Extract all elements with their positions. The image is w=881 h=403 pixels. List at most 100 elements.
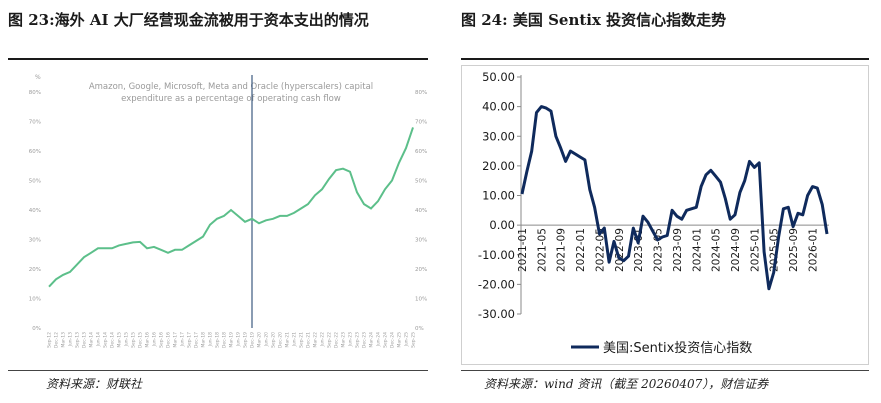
left-x-tick-label: Dec-12 [54,332,60,348]
left-x-tick-label: Sep-22 [327,332,333,348]
left-y-tick-label-right: 0% [415,326,424,332]
left-x-tick-label: Sep-25 [411,332,417,348]
right-x-tick-label: 2025-01 [749,228,761,272]
left-x-tick-label: Jun-17 [180,332,186,348]
left-x-tick-label: Jun-15 [124,332,130,348]
left-x-tick-label: Dec-23 [362,332,368,348]
left-x-tick-label: Jun-16 [152,332,158,348]
left-x-tick-label: Sep-21 [299,332,305,348]
left-y-tick-label-right: 70% [415,120,427,126]
left-x-tick-label: Mar-17 [173,332,179,348]
left-x-tick-label: Jun-22 [320,332,326,348]
left-y-tick-label: 70% [29,120,41,126]
sentix-index-line [520,105,829,291]
left-x-tick-label: Sep-20 [271,332,277,348]
left-chart: Amazon, Google, Microsoft, Meta and Orac… [29,74,427,348]
right-y-tick-label: 0.00 [489,218,515,232]
left-x-tick-label: Dec-18 [222,332,228,348]
left-x-tick-label: Jun-24 [376,332,382,348]
left-y-tick-label: 80% [29,90,41,96]
right-x-tick-label: 2024-09 [730,228,742,272]
left-y-tick-label-right: 80% [415,90,427,96]
left-x-tick-label: Jun-18 [208,332,214,348]
left-x-tick-label: Jun-21 [292,332,298,348]
right-y-tick-label: -20.00 [478,277,515,291]
left-x-tick-label: Dec-13 [82,332,88,348]
right-x-tick-label: 2026-01 [807,228,819,272]
left-y-tick-label-right: 10% [415,297,427,303]
left-x-tick-label: Sep-14 [103,332,109,348]
left-x-tick-label: Dec-17 [194,332,200,348]
left-x-tick-label: Jun-20 [264,332,270,348]
left-y-tick-label-right: 20% [415,267,427,273]
right-x-tick-label: 2022-01 [575,228,587,272]
right-y-tick-label: -10.00 [478,248,515,262]
right-chart: 50.00 40.00 30.00 20.00 10.00 0.00 -10.00 -20.0… [461,65,869,365]
left-x-tick-label: Dec-15 [138,332,144,348]
left-x-tick-label: Jun-14 [96,332,102,348]
right-x-tick-label: 2023-09 [672,228,684,272]
left-x-tick-label: Sep-17 [187,332,193,348]
right-x-tick-label: 2021-01 [517,228,529,272]
left-x-tick-label: Mar-16 [145,332,151,348]
left-x-tick-label: Dec-22 [334,332,340,348]
right-x-tick-label: 2024-05 [711,228,723,272]
left-x-tick-label: Mar-14 [89,332,95,348]
right-chart-panel: 50.00 40.00 30.00 20.00 10.00 0.00 -10.00 -20.0… [461,65,869,365]
right-figure-heading: 图 24: 美国 Sentix 投资信心指数走势 [461,11,727,29]
left-x-tick-label: Mar-21 [285,332,291,348]
right-x-tick-label: 2025-09 [788,228,800,272]
right-x-tick-label: 2021-05 [536,228,548,272]
right-heading-rule [461,58,869,60]
right-x-tick-label: 2022-05 [594,228,606,272]
left-x-tick-label: Dec-21 [306,332,312,348]
left-y-unit: % [35,74,41,81]
left-y-tick-label: 10% [29,297,41,303]
right-y-tick-label: 50.00 [482,70,515,84]
left-x-tick-label: Jun-19 [236,332,242,348]
left-x-tick-label: Mar-18 [201,332,207,348]
left-x-tick-label: Mar-25 [397,332,403,348]
left-x-tick-label: Dec-20 [278,332,284,348]
left-x-tick-label: Jun-23 [348,332,354,348]
left-y-tick-label-right: 30% [415,238,427,244]
left-heading-rule [8,58,428,60]
left-y-tick-label: 40% [29,208,41,214]
left-x-tick-label: Mar-19 [229,332,235,348]
left-chart-title-line2: expenditure as a percentage of operating… [121,94,341,104]
left-x-tick-label: Dec-14 [110,332,116,348]
left-x-tick-label: Dec-19 [250,332,256,348]
left-x-tick-label: Sep-24 [383,332,389,348]
right-bottom-rule [461,370,869,371]
left-x-tick-label: Sep-19 [243,332,249,348]
left-x-tick-label: Sep-23 [355,332,361,348]
left-x-tick-label: Sep-12 [47,332,53,348]
right-y-tick-label: 20.00 [482,159,515,173]
left-chart-title-line1: Amazon, Google, Microsoft, Meta and Orac… [89,82,373,92]
left-x-tick-label: Sep-16 [159,332,165,348]
left-x-tick-label: Mar-22 [313,332,319,348]
left-x-tick-label: Mar-24 [369,332,375,348]
right-y-tick-label: 10.00 [482,189,515,203]
legend-label: 美国:Sentix投资信心指数 [603,340,752,356]
left-y-tick-label: 60% [29,149,41,155]
left-figure-heading: 图 23:海外 AI 大厂经营现金流被用于资本支出的情况 [8,11,369,29]
left-x-tick-label: Jun-25 [404,332,410,348]
right-source-note: 资料来源：wind 资讯（截至 20260407），财信证券 [484,377,769,391]
right-x-tick-label: 2021-09 [556,228,568,272]
left-x-tick-label: Jun-13 [68,332,74,348]
right-y-tick-label: 40.00 [482,100,515,114]
left-y-tick-label: 20% [29,267,41,273]
left-x-tick-label: Sep-15 [131,332,137,348]
left-x-tick-label: Mar-20 [257,332,263,348]
left-x-tick-label: Sep-13 [75,332,81,348]
left-source-note: 资料来源：财联社 [46,377,143,391]
left-bottom-rule [8,370,428,371]
left-y-tick-label-right: 60% [415,149,427,155]
left-x-tick-label: Mar-13 [61,332,67,348]
left-x-tick-label: Dec-16 [166,332,172,348]
left-x-tick-label: Dec-24 [390,332,396,348]
left-y-tick-label: 50% [29,179,41,185]
left-x-tick-label: Mar-23 [341,332,347,348]
left-y-tick-label-right: 50% [415,179,427,185]
